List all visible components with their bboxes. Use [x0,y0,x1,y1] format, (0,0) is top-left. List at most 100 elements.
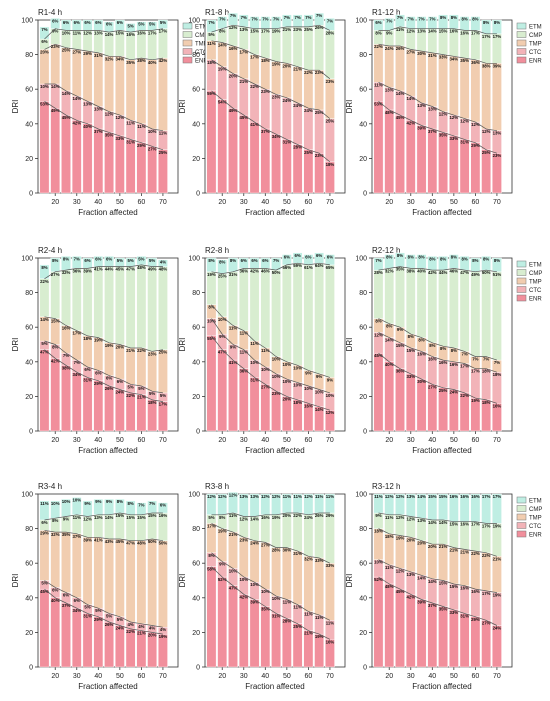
data-label-cmp: 29% [326,513,335,518]
bar-segment-enr [228,108,238,194]
data-label-tmp: 33% [439,55,448,60]
legend-label-enr: ENR [529,533,542,539]
layer-boundary-line [211,512,330,517]
data-label-ctc: 11% [304,612,313,617]
data-label-etm: 5% [128,23,134,28]
data-label-tmp: 15% [51,319,60,324]
data-label-etm: 7% [273,17,279,22]
data-label-ctc: 12% [460,119,469,124]
bar-segment-etm [325,254,335,266]
layer-boundary-line [44,349,163,402]
data-label-enr: 45% [40,589,49,594]
bar-segment-etm [492,19,502,35]
bar-segment-tmp [303,69,314,109]
data-label-enr: 31% [460,139,469,144]
data-label-tmp: 50% [148,539,157,544]
bar-segment-enr [104,385,114,432]
data-label-enr: 19% [159,634,168,639]
bar-segment-tmp [427,543,438,579]
bar-segment-etm [158,19,168,29]
data-label-tmp: 17% [207,523,216,528]
data-label-tmp: 14% [218,42,227,47]
legend-swatch-enr [516,530,527,538]
y-tick-label: 0 [196,191,200,198]
data-label-enr: 25% [293,624,302,629]
legend-label-enr: ENR [529,297,542,303]
data-label-enr: 31% [460,613,469,618]
layer-boundary-line [44,588,163,635]
data-label-tmp: 16% [62,325,71,330]
data-label-cmp: 8% [219,515,225,520]
layer-boundary-line [378,332,498,373]
bar-segment-enr [228,585,238,668]
data-label-enr: 29% [471,617,480,622]
data-label-enr: 29% [471,143,480,148]
data-label-cmp: 17% [482,34,491,39]
x-tick-label: 30 [73,437,81,444]
layer-boundary-line [44,28,163,40]
data-label-cmp: 19% [272,515,281,520]
data-label-cmp: 48% [137,265,146,270]
bar-segment-enr [260,128,271,194]
x-tick-label: 50 [450,437,458,444]
bar-segment-enr [82,613,93,668]
x-tick-label: 40 [94,673,102,680]
bar-segment-cmp [238,268,249,331]
data-label-enr: 33% [406,374,415,379]
bar-segment-enr [438,387,448,432]
legend-label-etm: ETM [195,25,208,31]
y-tick-label: 20 [192,156,200,163]
data-label-ctc: 19% [493,593,502,598]
bar-segment-cmp [292,262,303,366]
data-label-etm: 5% [138,256,144,261]
data-label-cmp: 10% [62,30,71,35]
data-label-etm: 5% [149,258,155,263]
data-label-enr: 53% [40,101,49,106]
data-label-cmp: 13% [417,518,426,523]
bar-segment-cmp [71,268,82,331]
layer-boundary-line [378,266,497,273]
legend-label-enr: ENR [195,59,208,65]
data-label-cmp: 9% [52,29,58,34]
x-tick-label: 40 [261,673,269,680]
data-label-cmp: 49% [148,267,157,272]
data-label-etm: 6% [327,255,333,260]
x-axis-label: Fraction affected [78,682,137,691]
x-tick-label: 60 [471,437,479,444]
data-label-cmp: 14% [428,29,437,34]
data-label-etm: 9% [95,499,101,504]
data-label-ctc: 6% [106,376,112,381]
data-label-enr: 21% [137,631,146,636]
x-tick-label: 30 [407,673,415,680]
data-label-ctc: 12% [439,112,448,117]
legend-swatch-tmp [516,39,527,47]
data-label-etm: 9% [84,501,90,506]
bar-segment-enr [260,606,271,668]
legend-label-cmp: CMP [195,33,208,39]
legend-label-etm: ETM [529,25,542,31]
data-label-etm: 7% [375,258,381,263]
data-label-enr: 41% [250,122,259,127]
data-label-tmp: 26% [396,46,405,51]
x-axis-label: Fraction affected [412,446,471,455]
data-label-etm: 6% [95,20,101,25]
data-label-cmp: 13% [94,30,103,35]
x-tick-label: 60 [137,199,145,206]
data-label-tmp: 7% [494,360,500,365]
data-label-etm: 16% [460,494,469,499]
data-label-ctc: 18% [493,372,502,377]
layer-boundary-line [44,529,163,542]
bar-segment-enr [416,599,427,668]
y-tick-label: 60 [25,325,33,332]
bar-segment-enr [238,114,249,194]
bar-segment-cmp [249,268,260,342]
data-label-tmp: 11% [240,331,249,336]
data-label-enr: 58% [207,567,216,572]
data-label-cmp: 5% [208,32,214,37]
y-tick-label: 60 [359,561,367,568]
bar-segment-enr [136,142,147,194]
data-label-cmp: 11% [73,515,82,520]
data-label-cmp: 6% [41,39,47,44]
data-label-etm: 7% [149,501,155,506]
x-tick-label: 20 [218,437,226,444]
